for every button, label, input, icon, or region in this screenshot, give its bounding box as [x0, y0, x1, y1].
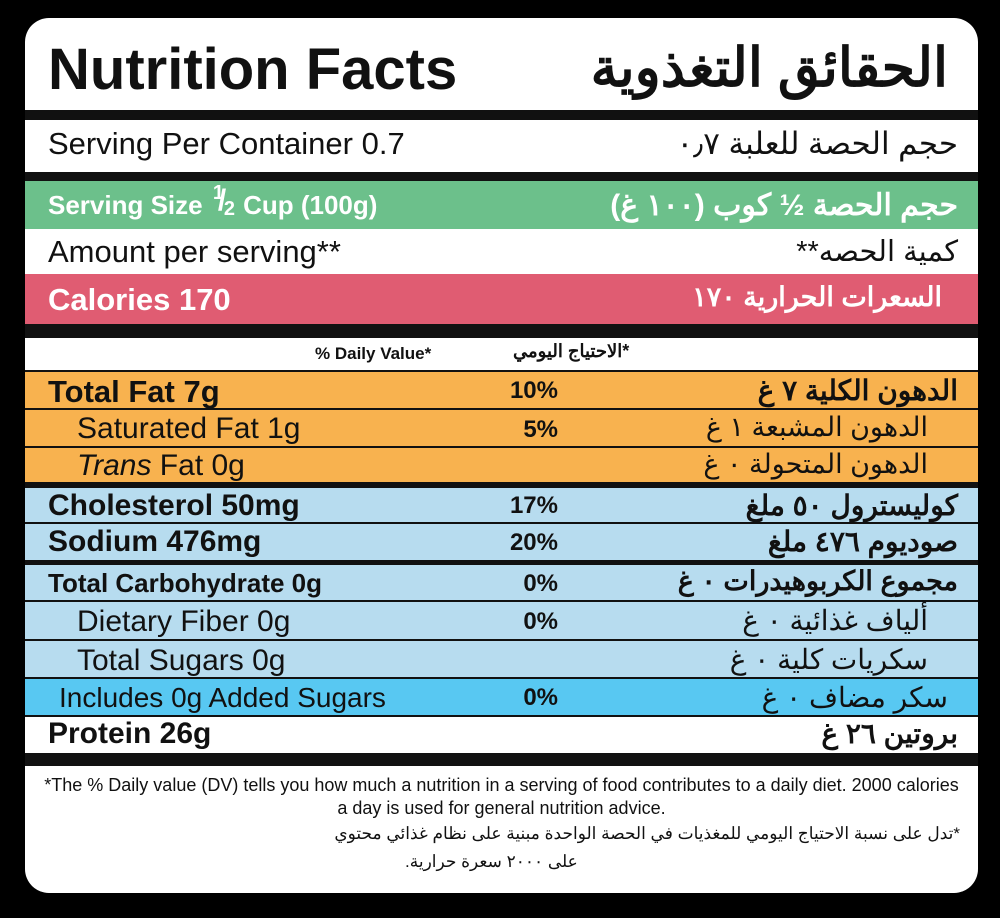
serving-per-container-row: Serving Per Container 0.7 حجم الحصة للعل…: [25, 120, 978, 172]
nutrient-row-protein: Protein 26g بروتين ٢٦ غ: [25, 717, 978, 753]
nutrient-name-ar: بروتين ٢٦ غ: [821, 718, 958, 749]
footnote: *The % Daily value (DV) tells you how mu…: [25, 774, 978, 884]
nutrient-percent: 0%: [523, 684, 558, 711]
nutrient-row-dietary-fiber: Dietary Fiber 0g 0% ألياف غذائية ٠ غ: [25, 602, 978, 641]
daily-value-ar: *الاحتياج اليومي: [513, 341, 630, 361]
divider-title: [25, 110, 978, 120]
nutrition-label: Nutrition Facts الحقائق التغذوية Serving…: [25, 18, 978, 893]
divider-calories: [25, 324, 978, 338]
footnote-en: *The % Daily value (DV) tells you how mu…: [44, 775, 959, 818]
title-en: Nutrition Facts: [48, 37, 458, 102]
amount-per-serving-ar: كمية الحصه**: [796, 236, 958, 268]
nutrient-name-en: Protein 26g: [48, 717, 212, 750]
nutrient-name-en: Total Fat 7g: [48, 374, 220, 409]
serving-size-prefix: Serving Size: [48, 190, 203, 220]
calories-row: Calories 170 السعرات الحرارية ١٧٠: [25, 274, 978, 324]
divider-serving: [25, 172, 978, 181]
serving-size-fraction: 1 / 2: [210, 182, 236, 221]
daily-value-en: % Daily Value*: [315, 344, 432, 363]
trans-rest: Fat 0g: [151, 449, 245, 482]
amount-per-serving-en: Amount per serving**: [48, 234, 341, 269]
nutrient-row-added-sugars: Includes 0g Added Sugars 0% سكر مضاف ٠ غ: [25, 679, 978, 717]
nutrient-name-ar: سكريات كلية ٠ غ: [729, 644, 928, 675]
nutrient-row-saturated-fat: Saturated Fat 1g 5% الدهون المشبعة ١ غ: [25, 410, 978, 448]
nutrient-name-ar: الدهون المشبعة ١ غ: [705, 412, 928, 442]
divider-sodium: [25, 562, 978, 565]
nutrient-row-sodium: Sodium 476mg 20% صوديوم ٤٧٦ ملغ: [25, 524, 978, 562]
nutrient-percent: 5%: [523, 416, 558, 443]
nutrient-name-en: Total Carbohydrate 0g: [48, 568, 323, 598]
nutrient-name-ar: الدهون الكلية ٧ غ: [757, 375, 958, 406]
nutrient-name-en: Trans Fat 0g: [77, 449, 245, 483]
serving-per-container-ar: حجم الحصة للعلبة ٠٫٧: [676, 126, 959, 161]
title-ar: الحقائق التغذوية: [590, 38, 948, 98]
nutrient-name-ar: الدهون المتحولة ٠ غ: [703, 449, 928, 479]
nutrient-name-ar: صوديوم ٤٧٦ ملغ: [767, 526, 958, 557]
nutrient-name-en: Saturated Fat 1g: [77, 412, 301, 445]
nutrient-percent: 20%: [509, 529, 558, 556]
amount-per-serving-row: Amount per serving** كمية الحصه**: [25, 229, 978, 274]
nutrient-name-ar: مجموع الكربوهيدرات ٠ غ: [677, 566, 958, 596]
daily-value-header-row: % Daily Value* *الاحتياج اليومي: [25, 338, 978, 371]
calories-en: Calories 170: [48, 282, 231, 317]
nutrient-percent: 10%: [509, 377, 558, 404]
nutrient-percent: 0%: [523, 608, 558, 635]
serving-size-en: Serving Size 1 / 2 Cup (100g): [48, 182, 378, 221]
fraction-denominator: 2: [223, 198, 235, 221]
nutrient-row-total-fat: Total Fat 7g 10% الدهون الكلية ٧ غ: [25, 372, 978, 410]
nutrient-name-en: Sodium 476mg: [48, 525, 262, 558]
fraction-numerator: 1: [212, 182, 224, 205]
serving-size-ar: حجم الحصة ½ كوب (١٠٠ غ): [610, 189, 958, 222]
nutrient-row-trans-fat: Trans Fat 0g الدهون المتحولة ٠ غ: [25, 448, 978, 484]
divider-protein: [25, 753, 978, 766]
nutrient-row-total-sugars: Total Sugars 0g سكريات كلية ٠ غ: [25, 641, 978, 679]
trans-italic: Trans: [77, 449, 152, 482]
fraction-slash: /: [217, 184, 227, 218]
divider-dv: [25, 370, 978, 372]
nutrient-name-en: Cholesterol 50mg: [48, 489, 300, 522]
nutrient-percent: 0%: [523, 570, 558, 597]
serving-per-container-en: Serving Per Container 0.7: [48, 126, 405, 161]
footnote-ar-line2: على ٢٠٠٠ سعرة حرارية.: [405, 852, 578, 871]
nutrient-name-ar: سكر مضاف ٠ غ: [761, 682, 948, 713]
title-row: Nutrition Facts الحقائق التغذوية: [25, 18, 978, 110]
nutrient-name-en: Total Sugars 0g: [77, 644, 286, 677]
calories-ar: السعرات الحرارية ١٧٠: [692, 282, 942, 312]
nutrient-name-ar: كوليسترول ٥٠ ملغ: [745, 490, 958, 521]
nutrient-row-total-carbohydrate: Total Carbohydrate 0g 0% مجموع الكربوهيد…: [25, 565, 978, 602]
nutrient-row-cholesterol: Cholesterol 50mg 17% كوليسترول ٥٠ ملغ: [25, 488, 978, 524]
nutrient-percent: 17%: [509, 492, 558, 519]
divider-fat: [25, 484, 978, 488]
nutrient-name-en: Includes 0g Added Sugars: [59, 682, 386, 713]
serving-size-suffix: Cup (100g): [243, 190, 378, 220]
serving-size-row: Serving Size 1 / 2 Cup (100g) حجم الحصة …: [25, 181, 978, 229]
footnote-ar-line1: *تدل على نسبة الاحتياج اليومي للمغذيات ف…: [334, 824, 960, 843]
nutrient-name-en: Dietary Fiber 0g: [77, 605, 291, 638]
nutrient-name-ar: ألياف غذائية ٠ غ: [742, 605, 928, 636]
